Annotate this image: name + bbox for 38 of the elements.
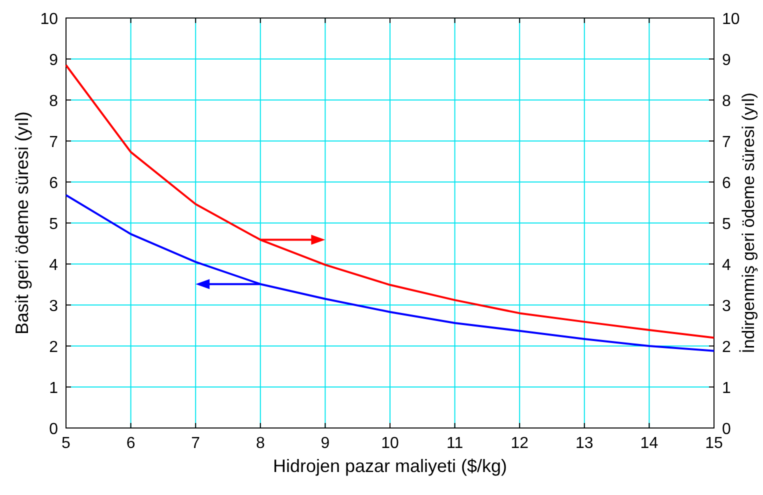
y-tick-label: 4 xyxy=(49,257,58,274)
y-tick-label: 9 xyxy=(49,52,58,69)
y2-axis-title: İndirgenmiş geri ödeme süresi (yıl) xyxy=(739,92,758,354)
x-tick-label: 10 xyxy=(381,435,399,452)
y2-tick-label: 3 xyxy=(722,298,731,315)
x-tick-label: 15 xyxy=(705,435,723,452)
y-axis-title: Basit geri ödeme süresi (yıl) xyxy=(12,111,32,335)
line-series xyxy=(65,64,715,339)
x-tick-label: 12 xyxy=(510,435,529,452)
y-tick-label: 8 xyxy=(49,93,58,110)
y-tick-label: 2 xyxy=(49,339,58,356)
y-tick-label: 5 xyxy=(49,216,58,233)
x-tick-label: 13 xyxy=(576,435,594,452)
x-tick-label: 8 xyxy=(256,435,265,452)
x-tick-label: 14 xyxy=(640,435,658,452)
x-tick-label: 5 xyxy=(62,435,71,452)
y2-tick-label: 8 xyxy=(722,93,731,110)
x-axis-title: Hidrojen pazar maliyeti ($/kg) xyxy=(272,456,508,476)
y-tick-label: 3 xyxy=(49,298,58,315)
y2-tick-label: 10 xyxy=(722,11,740,28)
y-tick-label: 1 xyxy=(49,380,58,397)
y2-tick-label: 4 xyxy=(722,257,731,274)
y2-tick-label: 1 xyxy=(722,380,731,397)
y2-tick-label: 0 xyxy=(722,421,731,438)
y2-tick-label: 5 xyxy=(722,216,731,233)
x-tick-label: 6 xyxy=(126,435,136,452)
y-tick-label: 0 xyxy=(49,421,58,438)
y-tick-label: 6 xyxy=(49,175,58,192)
y2-tick-label: 2 xyxy=(722,339,731,356)
y-tick-label: 10 xyxy=(40,11,58,28)
x-tick-label: 9 xyxy=(320,435,330,452)
x-tick-label: 7 xyxy=(191,435,200,452)
line-series xyxy=(65,194,715,352)
y-tick-label: 7 xyxy=(49,134,58,151)
y2-tick-label: 7 xyxy=(722,134,731,151)
y2-tick-label: 6 xyxy=(722,175,731,192)
y2-tick-label: 9 xyxy=(722,52,731,69)
x-tick-label: 11 xyxy=(446,435,464,452)
